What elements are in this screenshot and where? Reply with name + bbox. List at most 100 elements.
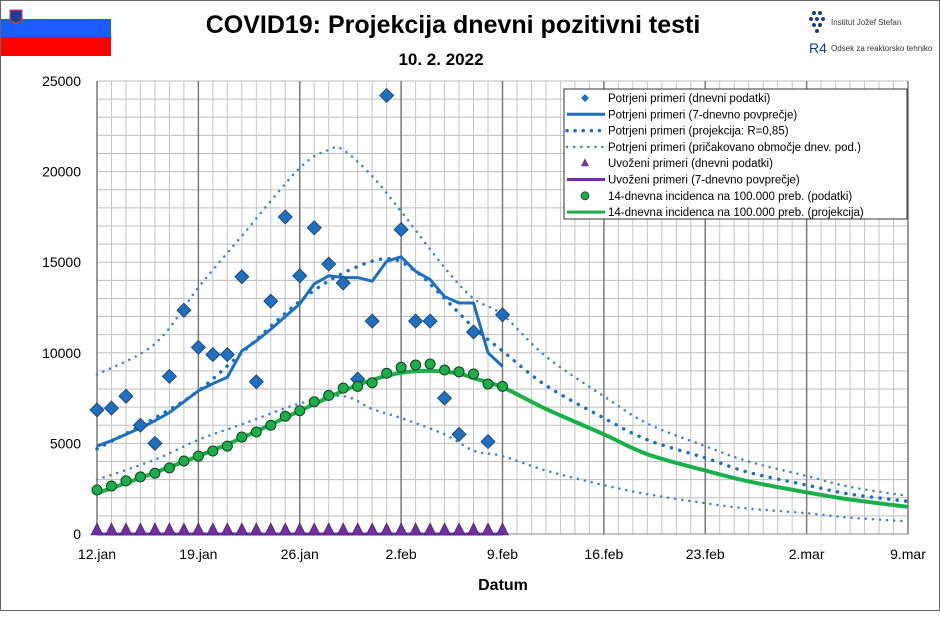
triangle-point [409, 522, 423, 536]
circle-point [105, 480, 117, 492]
diamond-point [176, 302, 192, 318]
x-tick-label: 26.jan [281, 546, 319, 562]
diamond-point [451, 426, 467, 442]
chart-subtitle: 10. 2. 2022 [398, 50, 483, 69]
legend-item: 14-dnevna incidenca na 100.000 preb. (po… [580, 191, 852, 203]
legend-item: Uvoženi primeri (dnevni podatki) [581, 158, 773, 170]
diamond-point [306, 220, 322, 236]
series-line [96, 255, 504, 448]
triangle-point [380, 522, 394, 536]
ijs-logo: Institut Jožef Stefan R4 Odsek za reakto… [809, 11, 933, 56]
triangle-point [496, 522, 509, 536]
circle-point [482, 378, 494, 390]
coat-of-arms-icon [9, 9, 23, 24]
diamond-point [263, 293, 279, 309]
triangle-point [249, 522, 263, 536]
legend-triangle-icon [581, 158, 589, 167]
diamond-point [161, 368, 177, 384]
range-dotted-line [95, 394, 910, 523]
y-tick-label: 20000 [42, 164, 81, 180]
triangle-point [307, 522, 321, 536]
triangle-point [293, 522, 307, 536]
diamond-point [205, 347, 221, 363]
triangle-point [235, 522, 249, 536]
department-logo-text: Odsek za reaktorsko tehniko [831, 44, 933, 53]
diamond-point [118, 388, 134, 404]
circle-point [395, 361, 407, 373]
triangle-point [423, 522, 437, 536]
triangle-point [467, 522, 481, 536]
r4-logo-text: R4 [809, 40, 827, 56]
diamond-point [248, 374, 264, 390]
diamond-point [393, 222, 409, 238]
circle-point [120, 475, 132, 487]
triangle-point [191, 522, 205, 536]
triangle-point [206, 522, 220, 536]
x-axis-ticks: 12.jan 19.jan 26.jan 2.feb 9.feb 16.feb 23.feb… [78, 546, 926, 562]
x-tick-label: 23.feb [686, 546, 725, 562]
legend-label: Uvoženi primeri (dnevni podatki) [608, 158, 773, 170]
legend-item: Potrjeni primeri (7-dnevno povprečje) [567, 109, 797, 121]
y-tick-label: 5000 [50, 435, 81, 451]
circle-point [192, 450, 204, 462]
legend-label: Uvoženi primeri (7-dnevno povprečje) [608, 175, 800, 187]
triangle-point [452, 522, 466, 536]
circle-point [381, 367, 393, 379]
circle-point [163, 462, 175, 474]
legend-item: Uvoženi primeri (7-dnevno povprečje) [567, 175, 800, 187]
diamond-point [494, 307, 511, 323]
circle-point [279, 410, 291, 422]
diamond-point [364, 313, 380, 329]
legend-label: Potrjeni primeri (projekcija: R=0,85) [608, 126, 789, 138]
triangle-point [394, 522, 408, 536]
circle-point [134, 471, 146, 483]
diamond-point [437, 390, 453, 406]
diamond-point [219, 347, 235, 363]
circle-point [352, 380, 364, 392]
series-7 [91, 358, 508, 496]
circle-point [410, 359, 422, 371]
diamond-point [103, 400, 120, 416]
diamond-point [379, 87, 395, 104]
x-tick-label: 9.feb [487, 546, 518, 562]
chart-title: COVID19: Projekcija dnevni pozitivni tes… [206, 11, 701, 39]
diamond-point [277, 209, 293, 225]
y-tick-label: 10000 [42, 345, 81, 361]
circle-point [250, 426, 262, 438]
circle-point [149, 467, 161, 479]
ijs-dots-icon [809, 11, 825, 33]
circle-point [207, 445, 219, 457]
y-tick-label: 0 [73, 526, 81, 542]
triangle-point [481, 522, 495, 536]
legend-circle-icon [580, 191, 590, 201]
triangle-point [133, 522, 147, 536]
diamond-point [132, 417, 149, 433]
chart-marks [89, 87, 910, 536]
circle-point [178, 455, 190, 467]
triangle-point [365, 522, 379, 536]
legend-diamond-icon [581, 94, 589, 102]
diamond-point [422, 313, 438, 329]
legend-item: Potrjeni primeri (dnevni podatki) [581, 93, 771, 105]
circle-point [308, 396, 320, 408]
legend-item: Potrjeni primeri (projekcija: R=0,85) [565, 126, 789, 138]
triangle-point [119, 522, 133, 536]
triangle-point [220, 522, 234, 536]
triangle-point [351, 522, 365, 536]
legend-label: Potrjeni primeri (7-dnevno povprečje) [608, 109, 797, 121]
triangle-point [336, 522, 350, 536]
circle-point [337, 382, 349, 394]
circle-point [453, 366, 465, 378]
legend-item: Potrjeni primeri (pričakovano območje dn… [565, 142, 861, 154]
diamond-point [234, 269, 250, 285]
circle-point [221, 440, 233, 452]
triangle-point [177, 522, 191, 536]
x-tick-label: 19.jan [179, 546, 217, 562]
legend-label: Potrjeni primeri (pričakovano območje dn… [608, 142, 861, 154]
x-tick-label: 2.mar [789, 546, 825, 562]
series-1 [96, 255, 504, 448]
triangle-point [90, 522, 104, 536]
legend-label: 14-dnevna incidenca na 100.000 preb. (pr… [608, 207, 864, 219]
